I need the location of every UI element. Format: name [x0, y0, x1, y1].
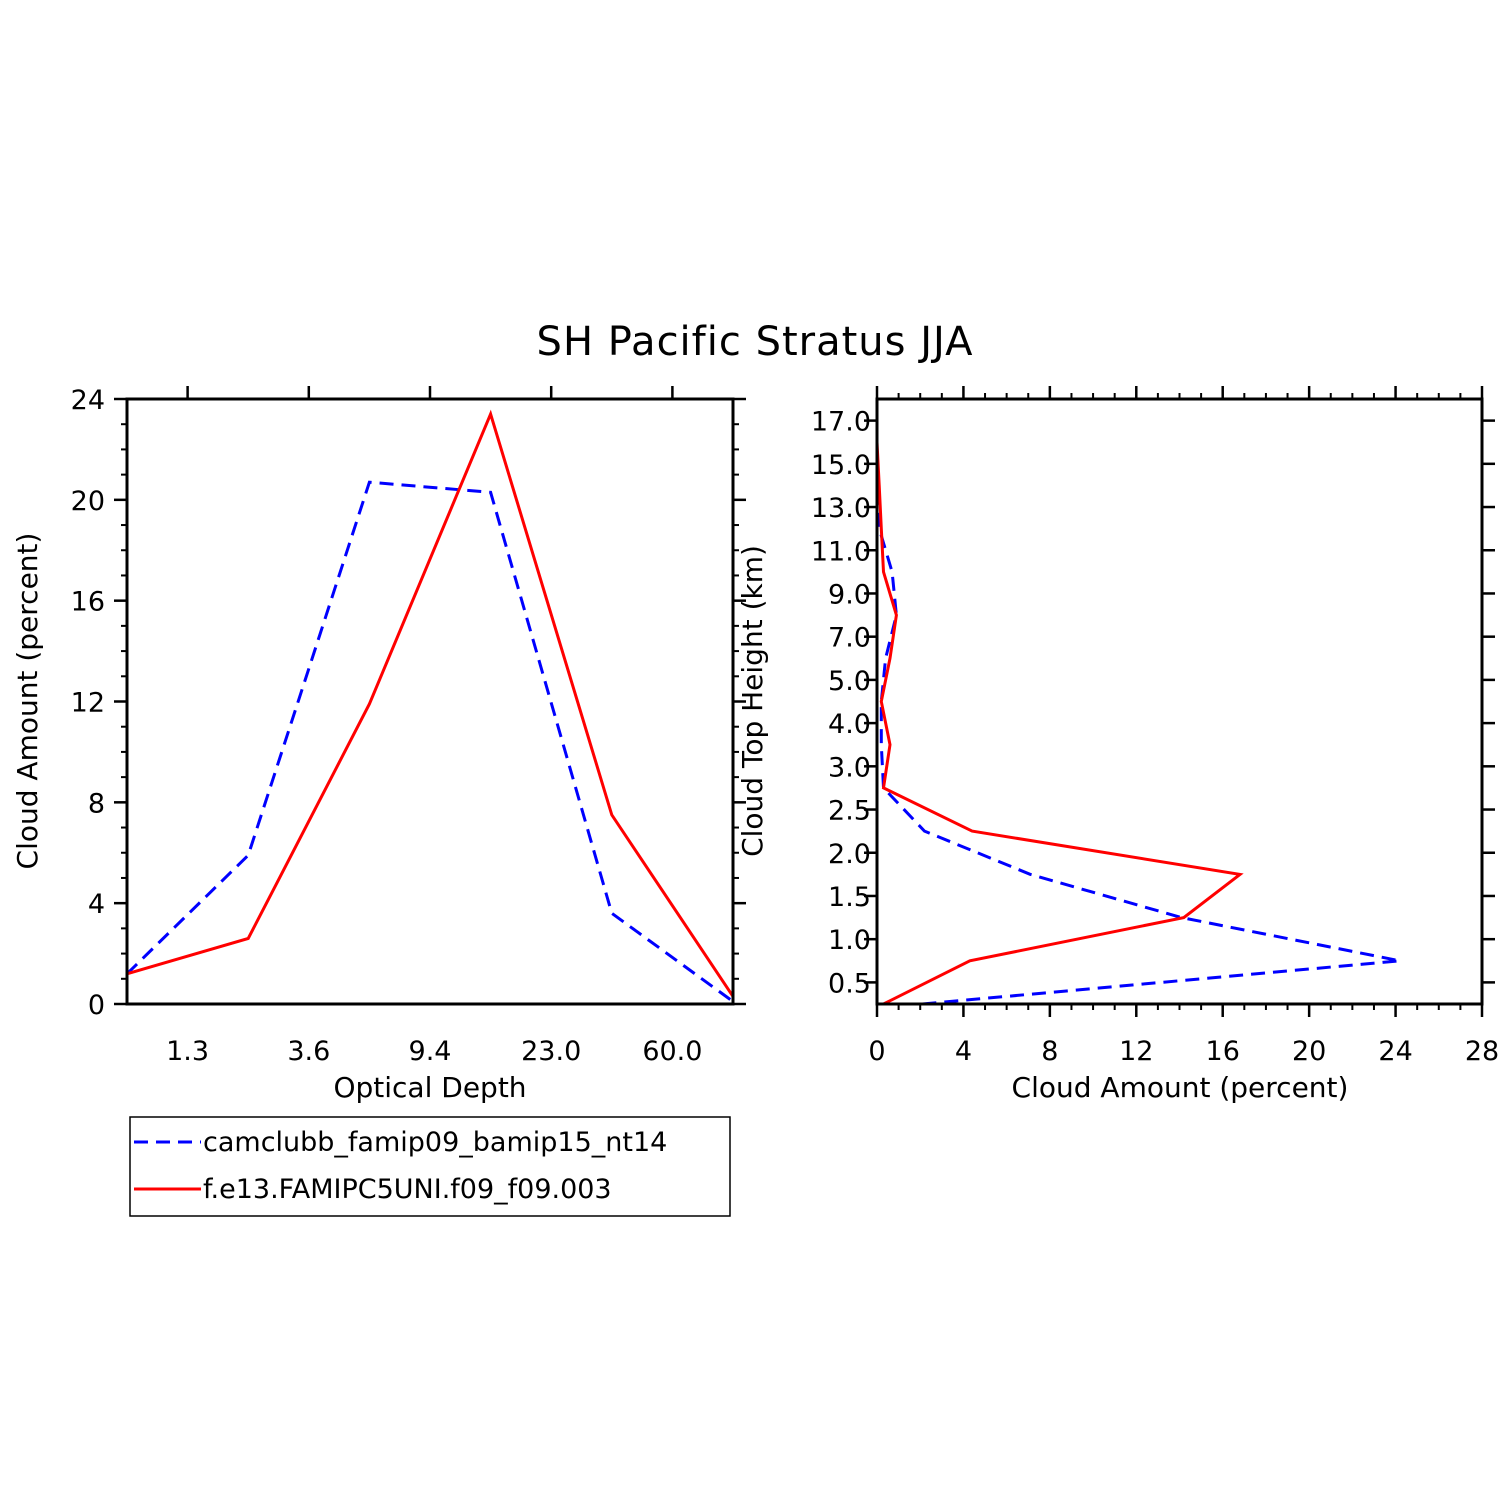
optical-depth-series	[125, 409, 735, 1003]
right-x-tick-label: 0	[868, 1036, 885, 1067]
optical-depth-plot-frame	[125, 397, 735, 1006]
right-y-tick-label: 5.0	[828, 666, 871, 697]
right-x-tick-label: 24	[1378, 1036, 1412, 1067]
legend-box	[129, 1116, 731, 1217]
left-series-line-0	[125, 480, 734, 1003]
right-x-tick-label: 20	[1292, 1036, 1326, 1067]
right-x-tick-label: 4	[955, 1036, 972, 1067]
right-x-tick-label: 28	[1465, 1036, 1499, 1067]
right-y-tick-label: 17.0	[811, 407, 871, 438]
legend-label-fe13: f.e13.FAMIPC5UNI.f09_f09.003	[203, 1174, 612, 1205]
optical-depth-panel: 0 4 8 12 16 20 24 1.3 3.6 9.4 23.0 60.0 Optical Dep…	[11, 385, 746, 1104]
cloud-top-height-series	[875, 442, 1401, 1006]
cloud-top-height-axis-ticks: 0 4 8 12 16 20 24 28 0.5 1.0 1.5 2.0 2.5 3.0 4.0 5.0 7.0…	[811, 386, 1499, 1067]
left-y-tick-label: 16	[71, 587, 105, 618]
left-y-tick-label: 12	[71, 688, 105, 719]
right-y-tick-label: 0.5	[828, 968, 871, 999]
cloud-top-height-panel: 0 4 8 12 16 20 24 28 0.5 1.0 1.5 2.0 2.5 3.0 4.0 5.0 7.0…	[736, 386, 1499, 1104]
cloud-top-height-y-axis-label: Cloud Top Height (km)	[736, 545, 769, 857]
left-y-tick-label: 4	[88, 889, 105, 920]
optical-depth-axis-ticks: 0 4 8 12 16 20 24 1.3 3.6 9.4 23.0 60.0	[71, 385, 746, 1067]
left-series-line-1	[126, 409, 735, 998]
right-y-tick-label: 1.0	[828, 925, 871, 956]
left-y-tick-label: 8	[88, 788, 105, 819]
right-y-tick-label: 4.0	[828, 709, 871, 740]
legend-label-camclubb: camclubb_famip09_bamip15_nt14	[203, 1127, 667, 1158]
right-series-line-0	[875, 442, 1401, 1006]
right-y-tick-label: 2.5	[828, 796, 871, 827]
figure-title: SH Pacific Stratus JJA	[537, 319, 974, 365]
right-y-tick-label: 3.0	[828, 752, 871, 783]
right-y-tick-label: 11.0	[811, 536, 871, 567]
left-x-tick-label: 60.0	[642, 1036, 702, 1067]
left-y-tick-label: 24	[71, 385, 105, 416]
cloud-top-height-plot-frame	[875, 397, 1484, 1006]
left-x-tick-label: 3.6	[287, 1036, 330, 1067]
right-x-tick-label: 16	[1206, 1036, 1240, 1067]
right-series-line-1	[875, 442, 1244, 1006]
left-y-tick-label: 0	[88, 990, 105, 1021]
left-x-tick-label: 23.0	[521, 1036, 581, 1067]
left-x-tick-label: 9.4	[409, 1036, 452, 1067]
legend: camclubb_famip09_bamip15_nt14 f.e13.FAMI…	[129, 1116, 731, 1217]
right-y-tick-label: 9.0	[828, 579, 871, 610]
right-y-tick-label: 7.0	[828, 623, 871, 654]
cloud-top-height-x-axis-label: Cloud Amount (percent)	[1012, 1071, 1349, 1104]
left-y-tick-label: 20	[71, 486, 105, 517]
right-y-tick-label: 15.0	[811, 450, 871, 481]
right-y-tick-label: 1.5	[828, 882, 871, 913]
optical-depth-y-axis-label: Cloud Amount (percent)	[11, 533, 44, 870]
right-y-tick-label: 2.0	[828, 839, 871, 870]
right-x-tick-label: 8	[1041, 1036, 1058, 1067]
optical-depth-x-axis-label: Optical Depth	[333, 1071, 526, 1104]
left-x-tick-label: 1.3	[166, 1036, 209, 1067]
right-x-tick-label: 12	[1119, 1036, 1153, 1067]
right-y-tick-label: 13.0	[811, 493, 871, 524]
